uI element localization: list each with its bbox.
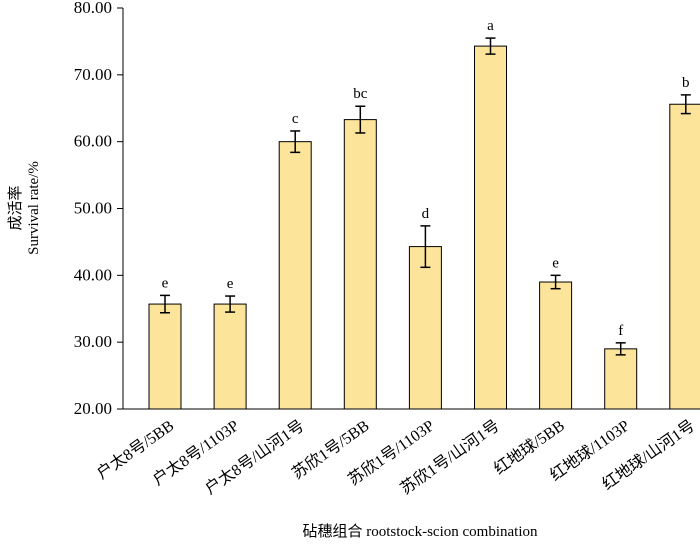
significance-label: f [618, 323, 623, 339]
y-tick-label: 40.00 [74, 265, 112, 284]
bar [148, 303, 182, 410]
bar [408, 246, 442, 410]
significance-label: bc [353, 86, 368, 102]
significance-label: c [292, 111, 299, 127]
significance-label: e [552, 255, 559, 271]
y-tick-label: 70.00 [74, 65, 112, 84]
bar [213, 303, 247, 410]
y-tick-label: 30.00 [74, 332, 112, 351]
bar [604, 348, 638, 410]
y-tick-label: 50.00 [74, 199, 112, 218]
y-tick-label: 80.00 [74, 0, 112, 17]
bar [343, 119, 377, 410]
bar [669, 103, 700, 410]
significance-label: d [422, 206, 430, 222]
y-label-cn: 成活率 [7, 185, 24, 230]
x-axis-title: 砧穗组合 rootstock-scion combination [303, 523, 538, 540]
significance-label: e [162, 275, 169, 291]
significance-label: e [227, 276, 234, 292]
bar [539, 281, 573, 410]
y-tick-label: 60.00 [74, 132, 112, 151]
significance-label: b [682, 75, 690, 91]
y-tick-label: 20.00 [74, 399, 112, 418]
y-label-en: Survival rate/% [26, 161, 42, 255]
bar [278, 141, 312, 410]
bar [474, 45, 507, 410]
significance-label: a [487, 18, 494, 34]
y-axis-title: 成活率 Survival rate/% [7, 161, 42, 255]
